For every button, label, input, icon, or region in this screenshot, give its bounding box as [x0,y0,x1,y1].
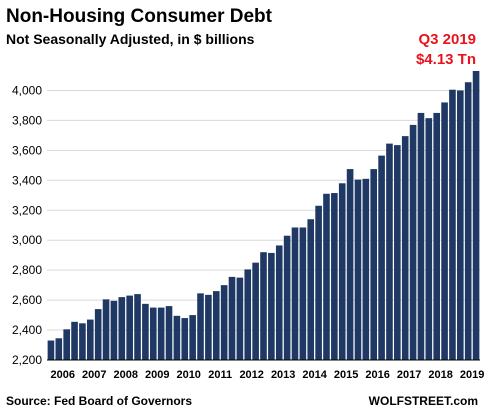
bar [370,169,378,360]
bar [449,89,456,361]
bar [433,112,440,360]
bar [472,70,480,361]
bar [244,269,252,360]
bar [354,179,362,360]
bar [252,262,259,360]
bar [283,235,291,360]
bar [425,118,433,360]
bar [260,252,267,360]
x-tick-label: 2012 [239,369,263,381]
bar [299,227,307,360]
bar [55,338,63,360]
bar [71,321,78,360]
bar [346,169,354,360]
y-tick-label: 2,200 [12,353,42,367]
bar [228,276,236,360]
y-tick-label: 2,800 [12,263,42,277]
y-tick-label: 2,600 [12,293,42,307]
bar [409,124,417,361]
y-tick-label: 3,800 [12,113,42,127]
bar [79,323,86,360]
bar [307,219,315,360]
x-tick-label: 2008 [113,369,137,381]
annotation-quarter: Q3 2019 [418,31,476,48]
bar [212,291,220,360]
y-tick-label: 3,400 [12,173,42,187]
bar [315,205,322,360]
bar [275,245,283,360]
bar [291,227,299,360]
x-tick-label: 2011 [208,369,232,381]
annotation-value: $4.13 Tn [416,51,476,68]
x-tick-label: 2014 [302,369,327,381]
y-tick-label: 2,400 [12,323,42,337]
bar [142,303,149,360]
bar [63,329,70,360]
source-note: Source: Fed Board of Governors [6,394,192,408]
x-tick-label: 2016 [365,369,389,381]
bar [362,178,370,360]
bars [47,70,480,361]
bar [134,294,141,360]
bar [126,295,133,360]
bar [378,155,385,360]
bar [457,90,464,361]
bar [118,297,126,360]
bar [220,285,228,360]
bar [338,183,346,360]
y-axis-ticks: 2,200 2,400 2,600 2,800 3,000 3,200 3,400 3,600… [12,83,42,367]
bar [110,300,118,360]
bar [47,340,55,360]
bar [86,319,94,360]
bar [149,307,157,360]
bar [323,193,330,360]
x-tick-label: 2013 [271,369,295,381]
x-tick-label: 2019 [460,369,484,381]
bar [205,294,212,360]
bar [197,293,204,360]
x-tick-label: 2015 [334,369,358,381]
bar [401,136,409,360]
x-tick-label: 2018 [428,369,452,381]
bar [165,306,173,360]
bar [189,315,196,360]
x-tick-label: 2009 [145,369,169,381]
y-tick-label: 3,600 [12,143,42,157]
bar [464,82,472,360]
bar [173,315,181,360]
x-tick-label: 2017 [397,369,421,381]
bar [331,193,338,360]
bar [386,143,393,360]
bar [417,112,425,360]
y-tick-label: 3,000 [12,233,42,247]
bar [157,307,165,360]
x-tick-label: 2006 [51,369,75,381]
bar [102,299,110,360]
bar [181,318,189,360]
bar [236,277,244,360]
x-tick-label: 2007 [82,369,106,381]
chart-subtitle: Not Seasonally Adjusted, in $ billions [6,31,255,47]
bar [394,145,401,360]
y-tick-label: 3,200 [12,203,42,217]
y-tick-label: 4,000 [12,83,42,97]
brand-label: WOLFSTREET.com [369,394,478,408]
bar [94,309,102,360]
bar [268,252,275,360]
x-tick-label: 2010 [176,369,200,381]
x-axis-ticks: 2006 2007 2008 2009 2010 2011 2012 2013 2014 2015… [51,369,484,381]
bar [441,102,448,360]
chart-title: Non-Housing Consumer Debt [6,6,273,27]
